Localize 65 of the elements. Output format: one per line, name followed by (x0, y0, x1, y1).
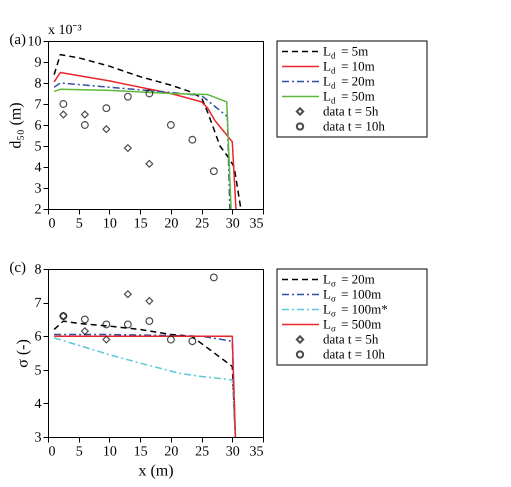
y-tick-label: 5 (34, 140, 42, 154)
point (124, 320, 132, 328)
y-axis-title: d₅₀ (m) (8, 102, 24, 149)
legend-label: data t = 5h (323, 332, 379, 346)
y-tick-label: 3 (34, 182, 42, 196)
x-tick-label: 10 (102, 216, 117, 232)
y-axis-title: σ (-) (14, 339, 32, 368)
x-tick-label: 35 (250, 444, 264, 460)
text: x 10⁻³ (48, 23, 82, 38)
point (210, 167, 218, 176)
text: (a) (9, 32, 26, 48)
y-tick-label: 5 (34, 363, 42, 378)
point (80, 315, 89, 324)
y-tick-label: 6 (34, 330, 42, 345)
point (145, 296, 154, 305)
point (188, 136, 196, 144)
y-tick-label: 7 (34, 296, 42, 312)
x-tick-label: 15 (134, 444, 148, 460)
y-tick-label: 2 (34, 202, 42, 218)
x-tick-label: 30 (226, 444, 240, 460)
y-tick-label: 7 (34, 98, 42, 112)
point (102, 320, 110, 328)
point (102, 336, 110, 344)
point (59, 100, 68, 108)
point (124, 144, 132, 152)
y-tick-label: 6 (34, 118, 42, 134)
text: (c) (9, 260, 26, 276)
point (80, 110, 89, 118)
x-tick-label: 30 (226, 216, 240, 232)
point (188, 337, 196, 346)
point (102, 104, 110, 112)
y-tick-label: 10 (28, 34, 42, 50)
point (59, 110, 68, 118)
x-tick-label: 25 (195, 216, 210, 232)
x-tick-label: 0 (48, 216, 56, 232)
x-tick-label: 0 (48, 444, 56, 460)
point (166, 336, 175, 344)
x-tick-label: 25 (195, 444, 210, 460)
legend-label: data t = 10h (323, 118, 386, 134)
y-tick-label: 4 (34, 396, 42, 412)
x-tick-label: 20 (164, 444, 178, 460)
point (145, 90, 154, 98)
point (166, 121, 175, 129)
y-tick-label: 8 (34, 76, 42, 92)
point (145, 160, 154, 168)
point (102, 125, 110, 134)
x-tick-label: 15 (134, 216, 148, 232)
y-tick-label: 9 (34, 56, 42, 70)
point (210, 273, 218, 282)
x-tick-label: 10 (102, 444, 117, 460)
point (124, 290, 132, 298)
legend-label: data t = 10h (323, 346, 386, 362)
y-tick-label: 4 (34, 160, 42, 176)
y-tick-label: 3 (34, 430, 42, 446)
legend-label: data t = 5h (323, 104, 379, 118)
x-tick-label: 35 (250, 216, 264, 232)
x-axis-title: x (m) (138, 462, 174, 480)
point (80, 327, 89, 336)
x-tick-label: 5 (76, 216, 83, 232)
x-tick-label: 5 (76, 444, 83, 460)
point (80, 121, 89, 129)
point (124, 92, 132, 101)
point (145, 317, 154, 326)
y-tick-label: 8 (34, 262, 42, 278)
x-tick-label: 20 (164, 216, 178, 232)
